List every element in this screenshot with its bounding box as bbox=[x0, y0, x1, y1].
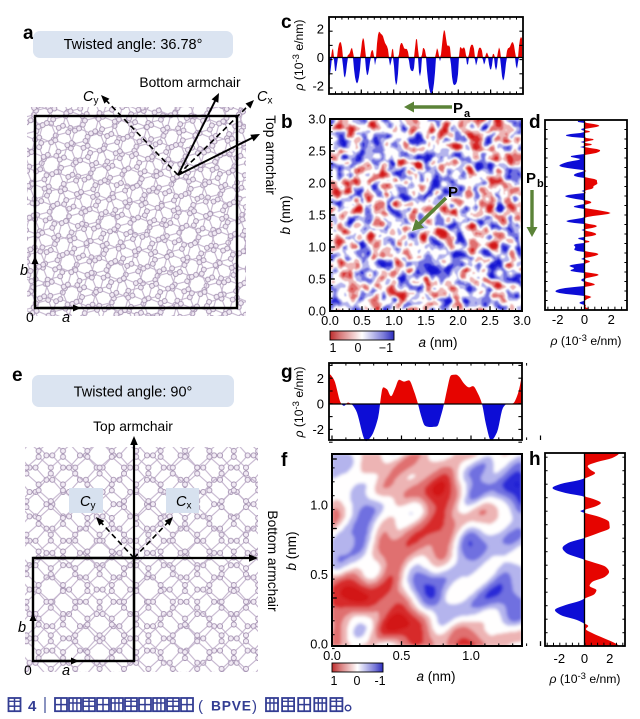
svg-text:a (nm): a (nm) bbox=[416, 669, 455, 684]
svg-text:4: 4 bbox=[28, 698, 37, 715]
svg-text:ρ (10-3 e/nm): ρ (10-3 e/nm) bbox=[291, 367, 306, 439]
svg-text:1.0: 1.0 bbox=[462, 648, 480, 663]
svg-text:a (nm): a (nm) bbox=[418, 335, 457, 350]
svg-text:Bottom armchair: Bottom armchair bbox=[265, 510, 280, 612]
svg-text:0.0: 0.0 bbox=[321, 313, 339, 328]
svg-text:-2: -2 bbox=[552, 312, 564, 327]
svg-text:1.0: 1.0 bbox=[310, 498, 328, 513]
svg-text:3.0: 3.0 bbox=[513, 313, 531, 328]
svg-text:1.5: 1.5 bbox=[308, 208, 326, 223]
svg-text:-1: -1 bbox=[374, 674, 385, 688]
svg-text:c: c bbox=[281, 12, 292, 33]
svg-text:0.5: 0.5 bbox=[393, 648, 411, 663]
svg-text:0.0: 0.0 bbox=[310, 637, 328, 652]
svg-text:0: 0 bbox=[581, 651, 588, 666]
svg-text:2.5: 2.5 bbox=[481, 313, 499, 328]
svg-text:a: a bbox=[23, 23, 34, 44]
svg-text:0: 0 bbox=[581, 312, 588, 327]
svg-text:Cy: Cy bbox=[80, 494, 95, 512]
svg-text:2: 2 bbox=[317, 371, 324, 386]
svg-text:): ) bbox=[252, 698, 257, 715]
svg-text:2: 2 bbox=[317, 22, 324, 37]
svg-text:b (nm): b (nm) bbox=[284, 531, 299, 570]
svg-text:0: 0 bbox=[24, 662, 32, 678]
svg-text:0.5: 0.5 bbox=[308, 272, 326, 287]
svg-text:h: h bbox=[529, 449, 541, 470]
svg-text:b: b bbox=[18, 620, 26, 636]
svg-text:P: P bbox=[453, 100, 463, 117]
svg-text:(: ( bbox=[198, 698, 203, 715]
svg-text:Twisted angle: 90°: Twisted angle: 90° bbox=[74, 385, 193, 401]
svg-text:0: 0 bbox=[354, 674, 361, 688]
svg-text:P: P bbox=[526, 170, 536, 187]
svg-text:Top armchair: Top armchair bbox=[263, 115, 278, 195]
svg-text:0: 0 bbox=[317, 50, 324, 65]
svg-text:Cx: Cx bbox=[257, 89, 272, 107]
svg-text:-2: -2 bbox=[312, 422, 324, 437]
svg-text:0: 0 bbox=[317, 397, 324, 412]
svg-text:1.0: 1.0 bbox=[385, 313, 403, 328]
svg-text:1: 1 bbox=[331, 674, 338, 688]
svg-text:0: 0 bbox=[26, 309, 34, 325]
svg-text:−1: −1 bbox=[379, 341, 393, 355]
svg-text:ρ (10-3 e/nm): ρ (10-3 e/nm) bbox=[549, 671, 621, 686]
svg-text:2.0: 2.0 bbox=[308, 176, 326, 191]
svg-text:0: 0 bbox=[355, 341, 362, 355]
svg-text:e: e bbox=[12, 365, 23, 386]
svg-text:3.0: 3.0 bbox=[308, 112, 326, 127]
svg-text:P: P bbox=[448, 184, 458, 201]
svg-text:-2: -2 bbox=[554, 651, 566, 666]
svg-text:0.5: 0.5 bbox=[310, 567, 328, 582]
svg-text:a: a bbox=[464, 108, 471, 120]
svg-text:b (nm): b (nm) bbox=[278, 195, 293, 234]
svg-text:BPVE: BPVE bbox=[211, 699, 252, 714]
svg-text:ρ (10-3 e/nm): ρ (10-3 e/nm) bbox=[291, 20, 306, 92]
svg-text:Bottom armchair: Bottom armchair bbox=[139, 75, 241, 90]
svg-text:f: f bbox=[281, 450, 288, 471]
svg-text:b: b bbox=[537, 178, 544, 190]
svg-text:2.5: 2.5 bbox=[308, 144, 326, 159]
svg-text:2: 2 bbox=[608, 312, 615, 327]
svg-text:a: a bbox=[62, 663, 70, 679]
svg-text:Cx: Cx bbox=[176, 494, 191, 512]
svg-text:b: b bbox=[281, 112, 293, 133]
svg-text:Twisted angle: 36.78°: Twisted angle: 36.78° bbox=[64, 37, 203, 53]
svg-text:-2: -2 bbox=[312, 79, 324, 94]
svg-text:0.5: 0.5 bbox=[353, 313, 371, 328]
svg-text:g: g bbox=[281, 362, 293, 383]
svg-text:Top armchair: Top armchair bbox=[93, 419, 173, 434]
svg-text:a: a bbox=[62, 310, 70, 326]
svg-text:Cy: Cy bbox=[83, 89, 98, 107]
svg-text:b: b bbox=[20, 263, 28, 279]
svg-text:2.0: 2.0 bbox=[449, 313, 467, 328]
svg-text:1.5: 1.5 bbox=[417, 313, 435, 328]
svg-text:1: 1 bbox=[330, 341, 337, 355]
svg-text:ρ (10-3 e/nm): ρ (10-3 e/nm) bbox=[550, 333, 622, 348]
svg-text:1.0: 1.0 bbox=[308, 240, 326, 255]
svg-text:0.0: 0.0 bbox=[323, 648, 341, 663]
svg-text:2: 2 bbox=[606, 651, 613, 666]
svg-text:d: d bbox=[529, 112, 541, 133]
svg-text:0.0: 0.0 bbox=[308, 304, 326, 319]
